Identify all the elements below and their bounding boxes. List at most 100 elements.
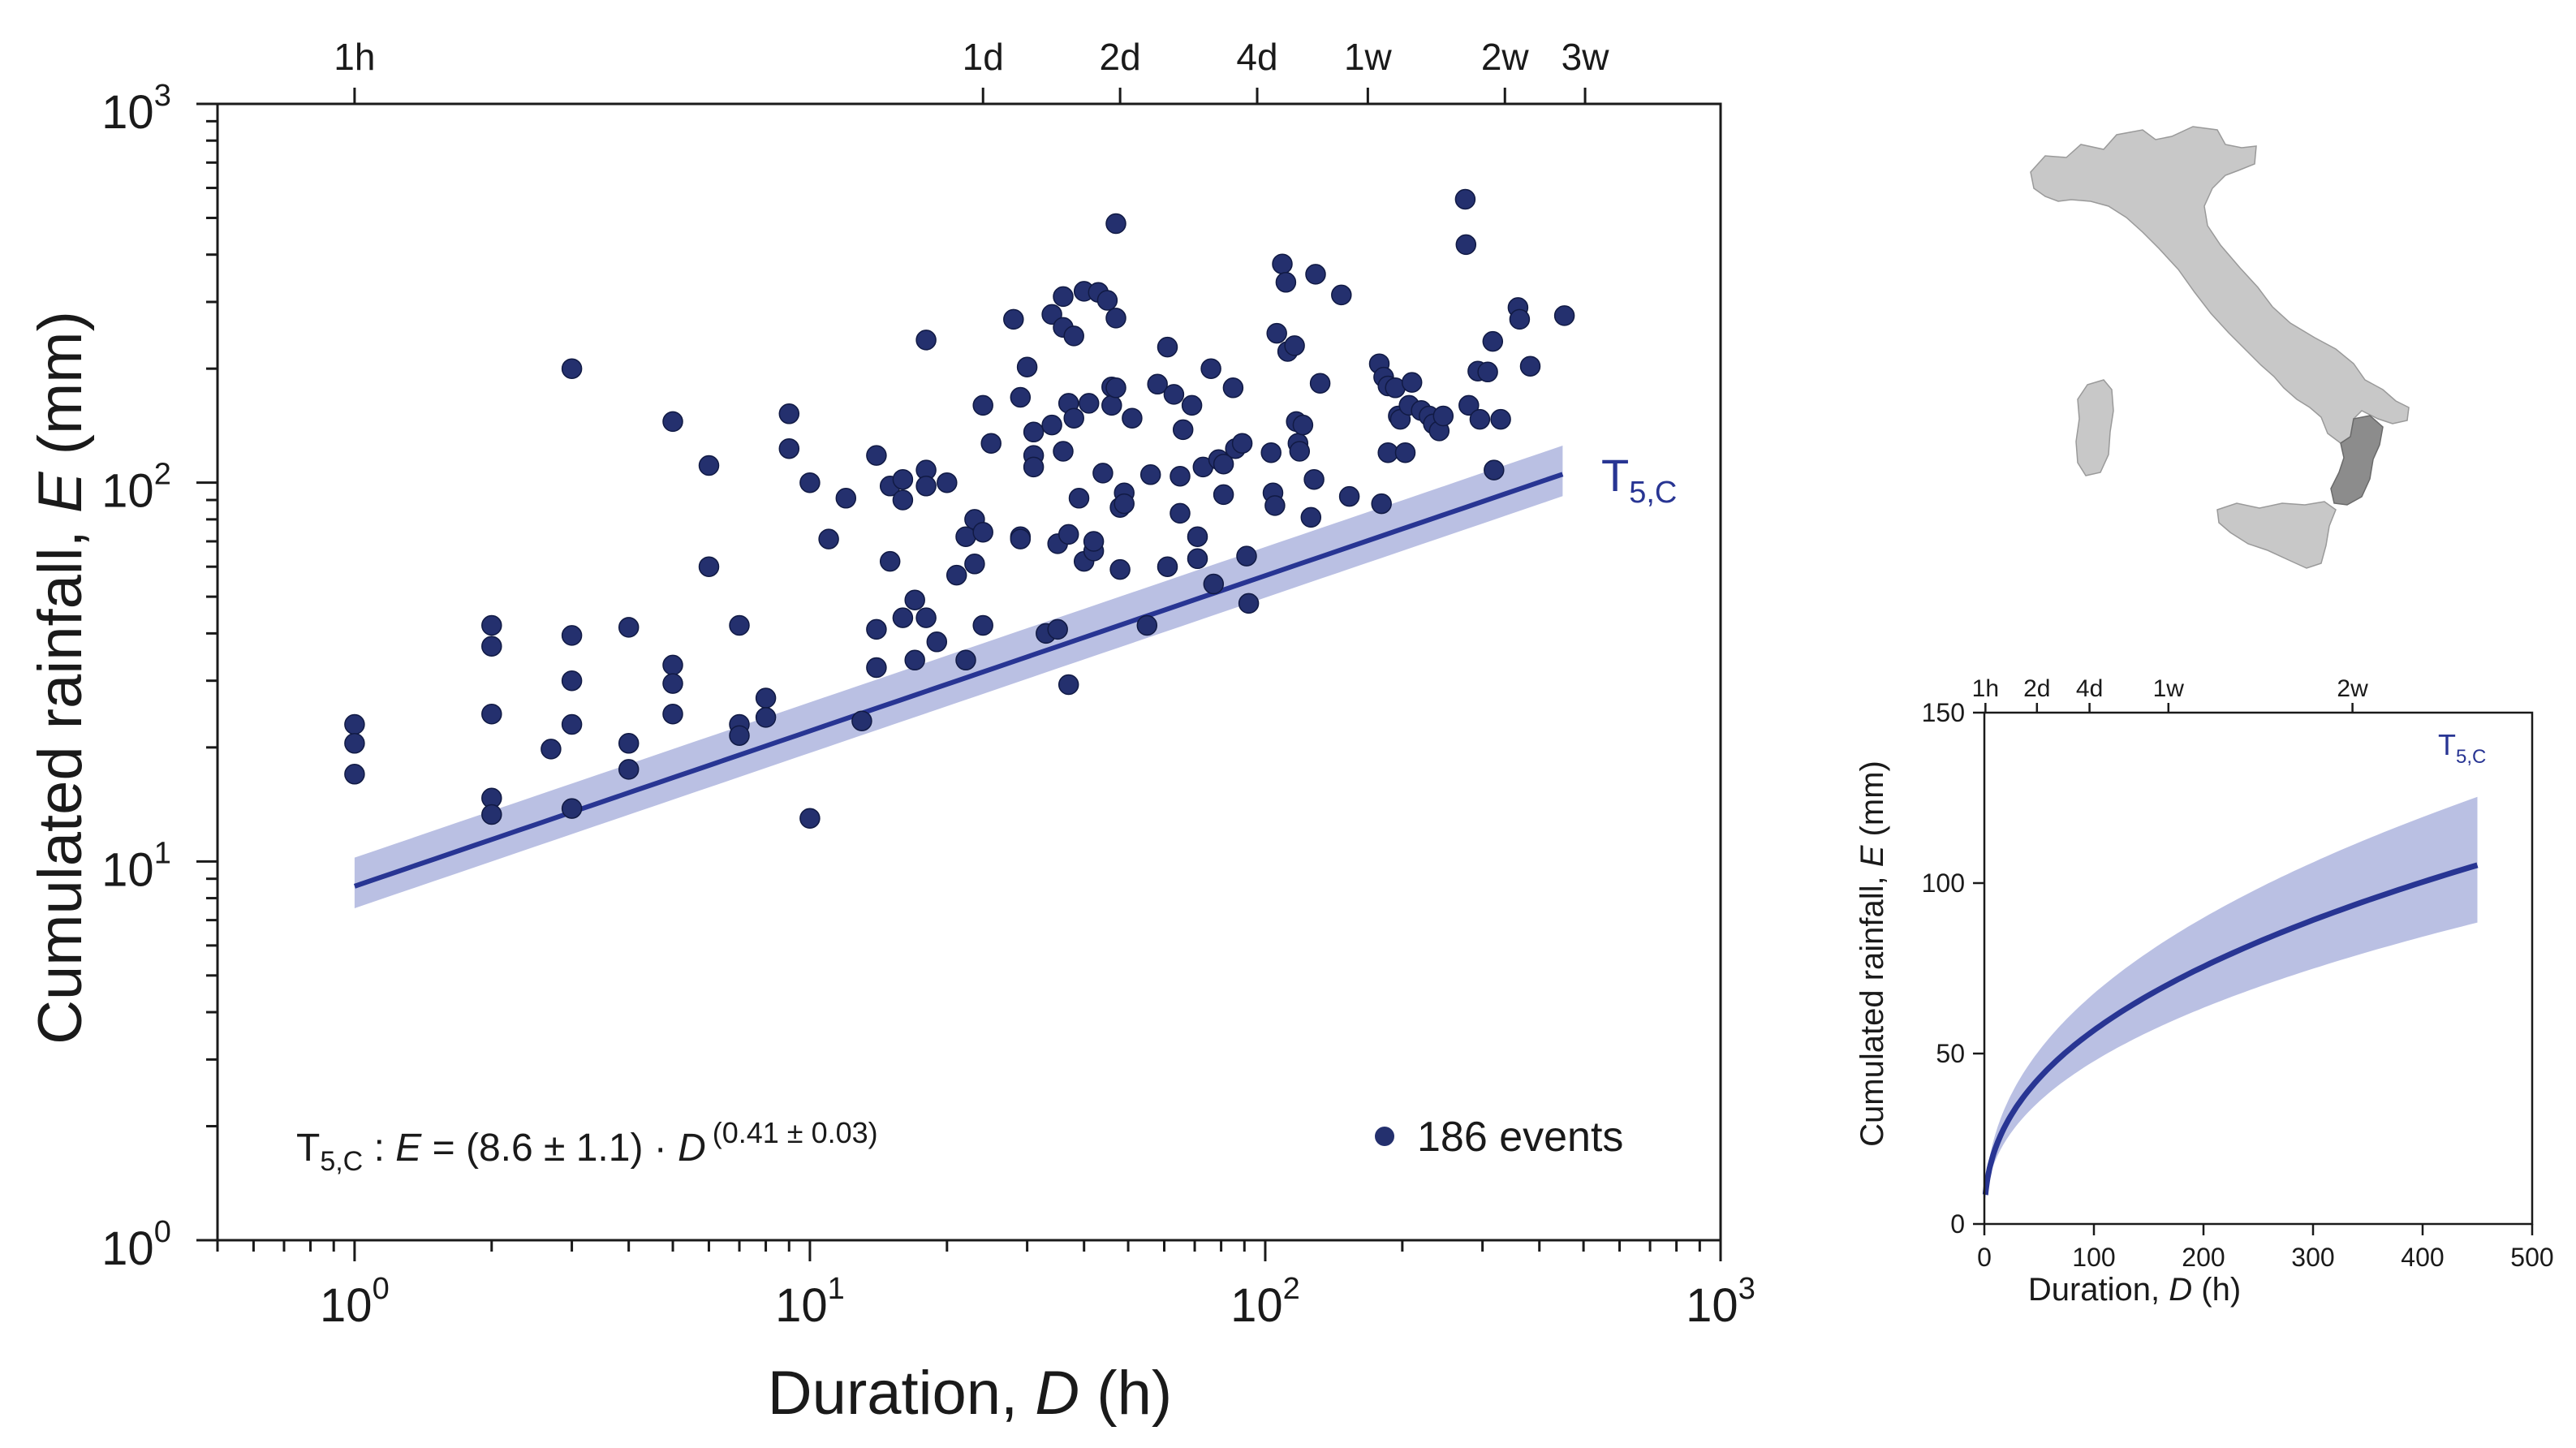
data-point (972, 394, 993, 416)
data-point (1172, 419, 1194, 441)
inset-threshold-label: T5,C (2438, 728, 2486, 768)
y-tick-label: 103 (101, 79, 171, 139)
top-tick-label: 4d (1236, 36, 1277, 78)
threshold-line (353, 472, 1564, 889)
data-point (1305, 264, 1326, 285)
data-point (481, 614, 502, 636)
data-point (778, 437, 800, 459)
data-point (561, 625, 583, 646)
inset-y-axis-label: Cumulated rainfall, E (mm) (1854, 761, 1890, 1147)
data-point (1068, 488, 1090, 509)
data-point (481, 636, 502, 657)
data-point (1053, 286, 1074, 308)
inset-x-axis-label: Duration, D (h) (2028, 1272, 2241, 1308)
inset-top-duration-ticks: 1h 2d 4d 1w 2w (1972, 675, 2368, 713)
x-tick-exponent: 1 (828, 1272, 845, 1306)
top-tick-label: 1d (963, 36, 1004, 78)
data-point (1272, 253, 1293, 274)
data-point (662, 703, 683, 725)
inset-threshold-curve (1982, 862, 2479, 1196)
data-point (698, 556, 720, 577)
data-point (1023, 421, 1045, 443)
data-point (1455, 234, 1477, 256)
threshold-uncertainty-band (354, 446, 1563, 908)
data-point (1338, 485, 1360, 507)
inset-y-tick-label: 100 (1922, 868, 1965, 898)
x-tick-label: 103 (1686, 1272, 1755, 1332)
data-point (1331, 284, 1352, 306)
data-point (778, 403, 800, 424)
data-point (1003, 308, 1024, 330)
data-point (1236, 545, 1257, 567)
data-point (926, 631, 948, 653)
data-point (698, 455, 720, 476)
data-point (1114, 493, 1135, 515)
data-point (1394, 442, 1416, 463)
x-tick-exponent: 2 (1283, 1272, 1300, 1306)
inset-threshold-line (1982, 862, 2479, 1196)
inset-x-tick-label: 500 (2510, 1243, 2553, 1272)
inset-plot-frame (1983, 711, 2534, 1226)
inset-top-tick-label: 2d (2023, 675, 2050, 702)
data-point (1222, 377, 1244, 399)
inset-top-tick-label: 2w (2337, 675, 2368, 702)
data-point (1309, 373, 1331, 394)
data-point (1432, 405, 1454, 427)
data-point (904, 649, 925, 671)
y-tick-exponent: 3 (154, 79, 171, 113)
y-tick-label: 101 (101, 836, 171, 896)
data-point (892, 489, 914, 511)
data-point (1213, 453, 1234, 475)
inset-y-axis-ticks: 0 50 100 150 (1922, 698, 1984, 1239)
x-tick-exponent: 3 (1738, 1272, 1755, 1306)
data-point (1157, 556, 1178, 577)
data-point (1170, 465, 1191, 487)
data-point (1016, 356, 1038, 377)
data-point (1484, 459, 1505, 481)
top-tick-label: 1w (1344, 36, 1393, 78)
data-point (799, 472, 821, 493)
data-point (1469, 408, 1491, 430)
data-point (1047, 618, 1068, 640)
data-point (1231, 433, 1253, 454)
inset-x-axis-ticks: 0 100 200 300 400 500 (1977, 1224, 2554, 1272)
data-point (1092, 463, 1114, 484)
data-point (879, 550, 901, 572)
data-point (1053, 441, 1074, 462)
data-point (1170, 502, 1191, 524)
x-tick-base: 10 (320, 1279, 373, 1332)
data-point (799, 808, 821, 829)
data-point (618, 617, 640, 638)
data-point (1238, 593, 1260, 614)
data-point (1300, 506, 1322, 528)
y-axis-label: Cumulated rainfall, E (mm) (26, 311, 95, 1045)
threshold-label: T5,C (1601, 450, 1677, 510)
data-point (1203, 573, 1225, 595)
data-point (1482, 330, 1504, 352)
data-point (1063, 325, 1084, 347)
legend: 186 events (1375, 1114, 1623, 1161)
data-point (481, 804, 502, 825)
data-point (1292, 414, 1314, 436)
data-point (1260, 442, 1282, 463)
top-duration-ticks: 1h 1d 2d 4d 1w 2w 3w (334, 36, 1609, 104)
inset-y-tick-label: 50 (1936, 1039, 1965, 1068)
x-tick-label: 102 (1230, 1272, 1300, 1332)
italy-map (2030, 126, 2410, 569)
inset-x-tick-label: 100 (2072, 1243, 2115, 1272)
data-point (1058, 674, 1079, 696)
data-point (915, 476, 937, 497)
x-tick-base: 10 (1686, 1279, 1738, 1332)
y-tick-exponent: 2 (154, 458, 171, 492)
data-point (344, 764, 365, 785)
data-point (1266, 322, 1287, 344)
data-point (1303, 468, 1325, 490)
data-point (1454, 188, 1476, 210)
data-point (1083, 531, 1105, 552)
y-tick-base: 10 (101, 465, 154, 518)
x-axis-ticks: 100 101 102 103 (216, 1240, 1755, 1332)
data-point (904, 589, 925, 610)
